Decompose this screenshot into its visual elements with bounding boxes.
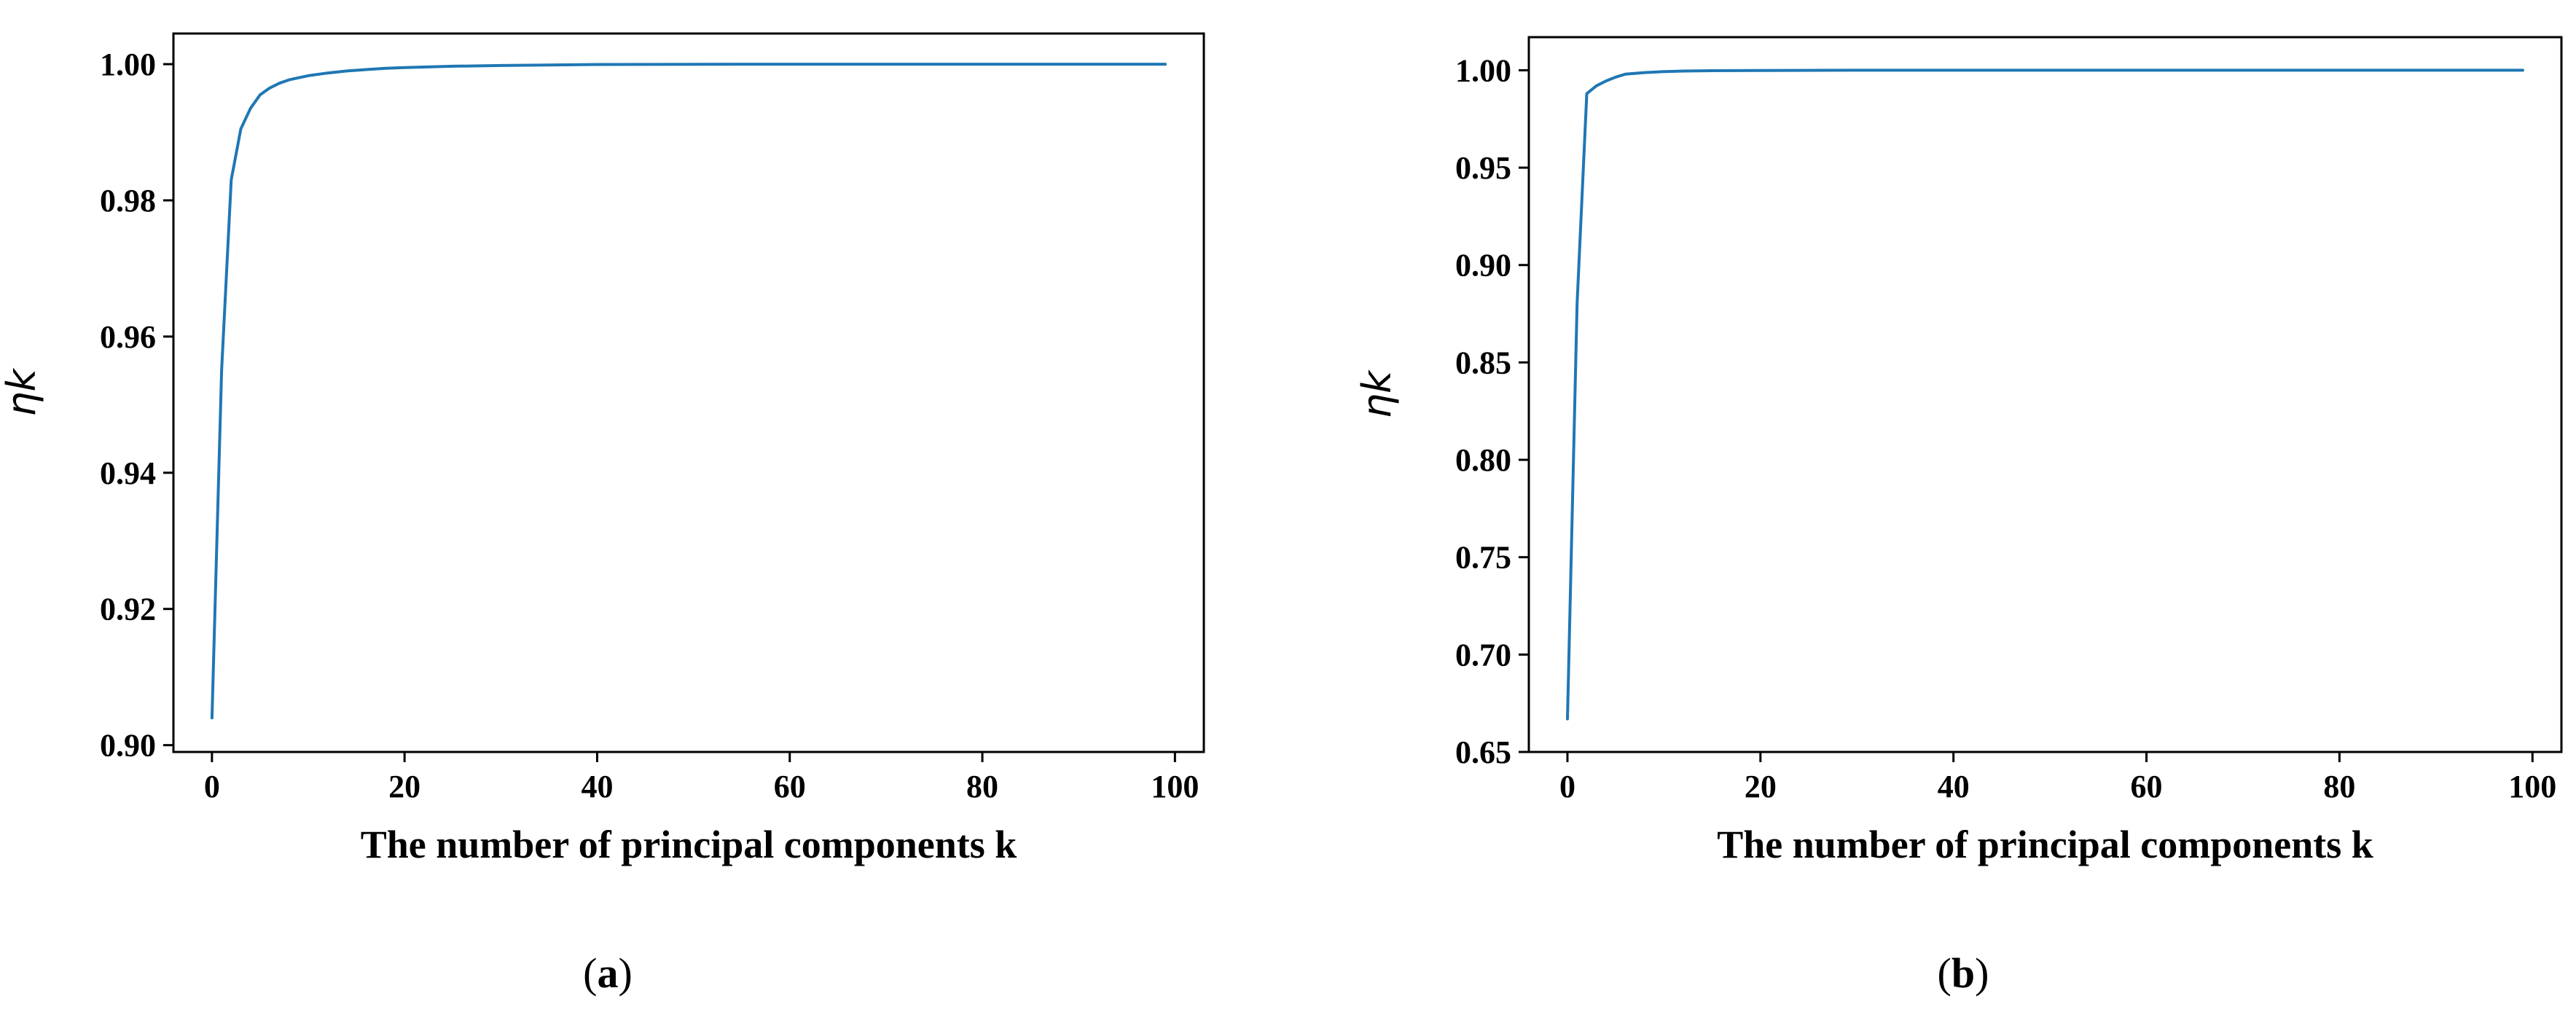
x-tick-label: 20 [1745,769,1777,804]
y-tick-label: 0.98 [100,183,156,219]
x-axis-label: The number of principal components k [361,823,1017,866]
x-tick-label: 20 [388,769,420,804]
y-tick-label: 0.90 [100,728,156,764]
x-tick-label: 0 [1559,769,1575,804]
y-tick-label: 0.96 [100,319,156,355]
x-tick-label: 80 [966,769,998,804]
y-tick-label: 0.95 [1455,150,1511,186]
x-axis-label: The number of principal components k [1717,823,2373,866]
x-tick-label: 60 [2131,769,2163,804]
panel-a: 0 20 40 60 80 100 0.90 0.92 0.94 0.96 0.98 1.00 The … [0,32,1205,997]
y-axis-label: ηk [1354,369,1400,418]
y-tick-label: 0.65 [1455,734,1511,770]
panel-label-open-paren: ( [583,949,597,997]
panel-label-letter: a [598,949,619,997]
panel-label: (b) [1938,949,1989,997]
y-tick-label: 0.85 [1455,345,1511,380]
y-tick-label: 0.75 [1455,540,1511,576]
y-tick-label: 0.92 [100,592,156,627]
panel-label-close-paren: ) [619,949,633,997]
y-axis-label: ηk [0,367,44,417]
panel-b: 0 20 40 60 80 100 0.65 0.70 0.75 0.80 0.85 0.90 0.95… [1354,36,2563,997]
y-tick-label: 0.94 [100,455,156,491]
axes-frame [172,32,1205,753]
panel-label-close-paren: ) [1975,949,1989,997]
panel-label-letter: b [1951,949,1975,997]
x-tick-label: 40 [581,769,613,804]
x-tick-label: 100 [2508,769,2556,804]
y-tick-label: 1.00 [100,47,156,82]
axes-frame [1527,36,2563,753]
y-tick-label: 0.70 [1455,637,1511,673]
panel-label-open-paren: ( [1938,949,1951,997]
x-tick-label: 60 [774,769,806,804]
series-line [210,63,1167,720]
series-line [1566,68,2524,721]
y-tick-label: 0.90 [1455,248,1511,283]
y-tick-label: 1.00 [1455,52,1511,88]
panel-label: (a) [583,949,633,997]
x-tick-label: 100 [1151,769,1199,804]
y-tick-label: 0.80 [1455,442,1511,478]
x-tick-label: 0 [204,769,220,804]
x-tick-label: 80 [2323,769,2355,804]
x-tick-label: 40 [1938,769,1970,804]
